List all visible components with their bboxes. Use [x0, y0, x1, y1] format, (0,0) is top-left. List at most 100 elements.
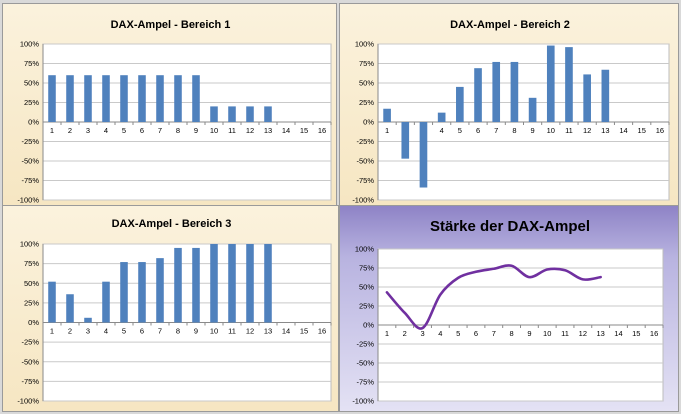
- y-tick-label: -100%: [352, 196, 374, 205]
- x-tick-label: 16: [318, 126, 326, 135]
- y-tick-label: -25%: [21, 338, 39, 347]
- x-tick-label: 13: [596, 329, 604, 338]
- bar: [138, 75, 146, 122]
- x-tick-label: 11: [228, 126, 236, 135]
- bar: [192, 75, 200, 122]
- x-tick-label: 4: [104, 327, 108, 336]
- chart-title: DAX-Ampel - Bereich 2: [450, 19, 570, 31]
- y-tick-label: -50%: [356, 157, 374, 166]
- x-tick-label: 9: [527, 329, 531, 338]
- x-tick-label: 6: [476, 126, 480, 135]
- y-tick-label: -50%: [21, 357, 39, 366]
- bar: [210, 244, 218, 323]
- bar: [246, 106, 254, 122]
- x-tick-label: 2: [68, 126, 72, 135]
- x-tick-label: 5: [456, 329, 460, 338]
- bar: [456, 86, 464, 122]
- bar: [156, 258, 164, 323]
- y-tick-label: 100%: [20, 240, 40, 249]
- x-tick-label: 3: [86, 327, 90, 336]
- x-tick-label: 16: [656, 126, 664, 135]
- x-tick-label: 14: [614, 329, 622, 338]
- y-tick-label: 100%: [355, 40, 375, 49]
- bar: [383, 108, 391, 122]
- x-tick-label: 10: [210, 126, 218, 135]
- bar: [228, 106, 236, 122]
- x-tick-label: 9: [194, 327, 198, 336]
- x-tick-label: 4: [438, 329, 442, 338]
- y-tick-label: 0%: [363, 321, 374, 330]
- x-tick-label: 13: [264, 327, 272, 336]
- y-tick-label: -75%: [21, 176, 39, 185]
- x-tick-label: 2: [403, 329, 407, 338]
- x-tick-label: 12: [246, 126, 254, 135]
- y-tick-label: 100%: [20, 40, 40, 49]
- x-tick-label: 10: [210, 327, 218, 336]
- x-tick-label: 16: [650, 329, 658, 338]
- x-tick-label: 9: [531, 126, 535, 135]
- bar: [474, 68, 482, 122]
- chart-svg: DAX-Ampel - Bereich 3 100% 75% 50% 25% 0% -25%…: [17, 218, 332, 406]
- x-tick-label: 4: [440, 126, 444, 135]
- bar: [264, 106, 272, 122]
- bar: [601, 69, 610, 122]
- y-tick-label: -75%: [356, 176, 374, 185]
- chart-panel-bereich-3: DAX-Ampel - Bereich 3 100% 75% 50% 25% 0% -25%…: [2, 205, 339, 412]
- y-tick-label: 25%: [359, 302, 374, 311]
- bar: [156, 75, 164, 122]
- x-tick-label: 10: [543, 329, 551, 338]
- chart-svg: DAX-Ampel - Bereich 1 100% 75% 50% 25% 0% -25%…: [17, 19, 332, 205]
- bar: [546, 45, 555, 123]
- bar: [192, 247, 200, 323]
- y-tick-label: 50%: [24, 279, 39, 288]
- chart-panel-staerke: Stärke der DAX-Ampel 100% 75% 50% 25% 0% -25% -…: [339, 205, 679, 412]
- y-tick-label: 25%: [359, 98, 374, 107]
- bar: [66, 294, 74, 323]
- y-tick-label: 0%: [363, 118, 374, 127]
- x-tick-label: 12: [246, 327, 254, 336]
- y-tick-label: 25%: [24, 298, 39, 307]
- bar: [120, 262, 128, 323]
- bar: [401, 122, 410, 159]
- x-tick-label: 9: [194, 126, 198, 135]
- x-tick-label: 15: [300, 327, 308, 336]
- x-tick-label: 6: [140, 327, 144, 336]
- y-tick-label: -25%: [356, 137, 374, 146]
- x-tick-label: 5: [122, 327, 126, 336]
- x-tick-label: 10: [547, 126, 555, 135]
- y-tick-label: -75%: [356, 378, 374, 387]
- x-tick-label: 15: [638, 126, 646, 135]
- x-tick-label: 12: [579, 329, 587, 338]
- bar: [102, 75, 110, 122]
- x-tick-label: 15: [300, 126, 308, 135]
- x-tick-label: 14: [282, 126, 290, 135]
- bar: [120, 75, 128, 122]
- chart-title: DAX-Ampel - Bereich 3: [112, 218, 232, 230]
- x-tick-label: 15: [632, 329, 640, 338]
- x-tick-label: 14: [619, 126, 627, 135]
- x-tick-label: 8: [510, 329, 514, 338]
- x-tick-label: 6: [140, 126, 144, 135]
- x-tick-label: 12: [583, 126, 591, 135]
- x-tick-label: 1: [50, 327, 54, 336]
- y-tick-label: -25%: [21, 137, 39, 146]
- chart-svg: Stärke der DAX-Ampel 100% 75% 50% 25% 0% -25% -…: [352, 218, 664, 406]
- x-tick-label: 7: [494, 126, 498, 135]
- x-tick-label: 8: [176, 126, 180, 135]
- x-tick-label: 13: [601, 126, 609, 135]
- bar: [228, 244, 236, 323]
- bar: [210, 106, 218, 122]
- x-tick-label: 8: [176, 327, 180, 336]
- y-tick-label: 50%: [359, 283, 374, 292]
- bar: [565, 47, 573, 123]
- y-tick-label: -50%: [21, 157, 39, 166]
- x-tick-label: 3: [86, 126, 90, 135]
- bar: [174, 75, 182, 122]
- bar: [492, 61, 501, 122]
- bar: [84, 75, 92, 122]
- bar: [84, 317, 92, 323]
- y-tick-label: -100%: [17, 397, 39, 406]
- x-tick-label: 14: [282, 327, 290, 336]
- x-tick-label: 4: [104, 126, 108, 135]
- bar: [510, 61, 519, 122]
